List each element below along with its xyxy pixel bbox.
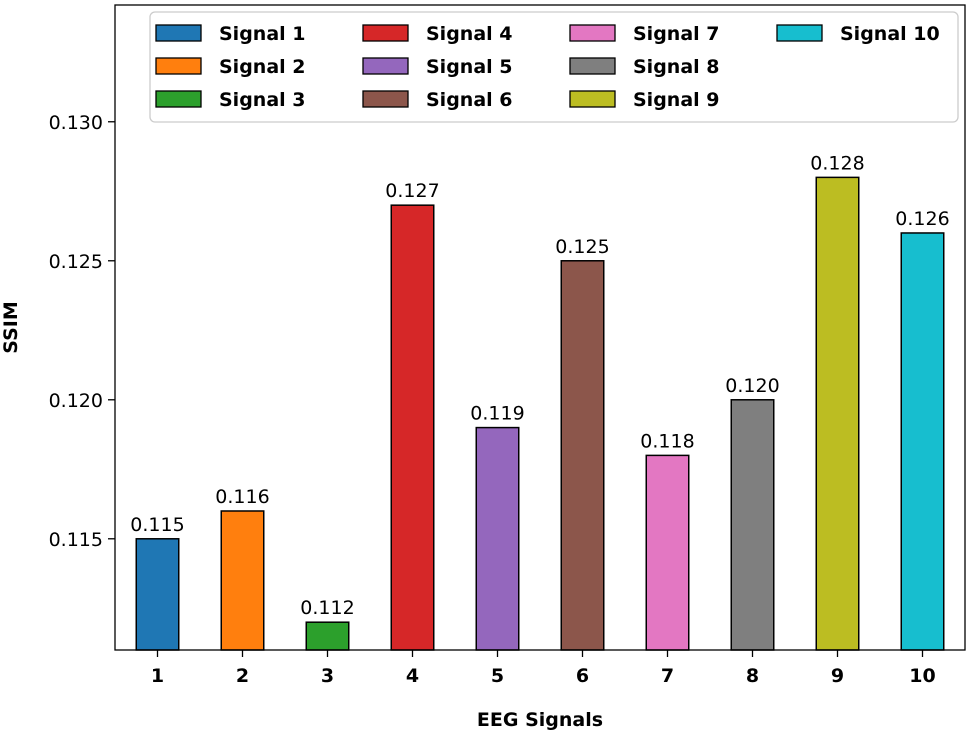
x-tick-label: 5 [491,665,504,687]
x-tick-label: 8 [746,665,759,687]
legend-box [149,11,959,123]
y-tick-label: 0.130 [49,112,103,134]
bar-signal-2 [220,510,265,651]
data-label-signal-2: 0.116 [215,486,269,508]
bar-signal-7 [645,454,690,651]
x-tick-label: 1 [151,665,164,687]
legend-swatch-signal-9 [569,90,616,108]
bar-signal-10 [900,232,945,651]
x-tick-label: 9 [831,665,844,687]
y-axis-label: SSIM [0,301,22,354]
bar-signal-1 [135,538,180,651]
y-tick-label: 0.125 [49,251,103,273]
legend-label-signal-8: Signal 8 [633,56,720,78]
x-tick-label: 2 [236,665,249,687]
legend-label-signal-1: Signal 1 [219,23,306,45]
legend-swatch-signal-10 [776,24,823,42]
data-label-signal-5: 0.119 [470,403,524,425]
bar-signal-3 [305,621,350,651]
legend-swatch-signal-1 [155,24,202,42]
y-axis: 0.115 0.120 0.125 0.130 [49,112,115,551]
data-labels-group: 0.115 0.116 0.112 0.127 0.119 0.125 0.118 0.120… [130,152,949,619]
bar-signal-6 [560,260,605,651]
legend-label-signal-10: Signal 10 [840,23,940,45]
data-label-signal-1: 0.115 [130,514,184,536]
data-label-signal-4: 0.127 [385,180,439,202]
legend-label-signal-3: Signal 3 [219,89,306,111]
data-label-signal-9: 0.128 [810,152,864,174]
y-tick-label: 0.115 [49,529,103,551]
x-tick-label: 10 [909,665,935,687]
legend: Signal 1 Signal 2 Signal 3 Signal 4 Signal 5… [149,11,959,123]
data-label-signal-10: 0.126 [895,208,949,230]
bars-group [135,176,945,651]
data-label-signal-6: 0.125 [555,236,609,258]
x-tick-label: 6 [576,665,589,687]
legend-label-signal-7: Signal 7 [633,23,720,45]
legend-swatch-signal-8 [569,57,616,75]
x-tick-label: 3 [321,665,334,687]
legend-label-signal-9: Signal 9 [633,89,720,111]
legend-label-signal-5: Signal 5 [426,56,513,78]
x-tick-label: 7 [661,665,674,687]
bar-signal-9 [815,176,860,651]
plot-frame [114,4,966,651]
legend-label-signal-4: Signal 4 [426,23,513,45]
legend-label-signal-2: Signal 2 [219,56,306,78]
legend-swatch-signal-3 [155,90,202,108]
legend-swatch-signal-6 [362,90,409,108]
legend-swatch-signal-4 [362,24,409,42]
x-axis: 1 2 3 4 5 6 7 8 9 10 [151,650,936,687]
legend-swatch-signal-7 [569,24,616,42]
legend-label-signal-6: Signal 6 [426,89,513,111]
x-tick-label: 4 [406,665,419,687]
bar-signal-8 [730,399,775,651]
x-axis-label: EEG Signals [477,709,603,731]
data-label-signal-3: 0.112 [300,597,354,619]
y-tick-label: 0.120 [49,390,103,412]
legend-swatch-signal-2 [155,57,202,75]
bar-signal-5 [475,426,520,651]
data-label-signal-7: 0.118 [640,430,694,452]
data-label-signal-8: 0.120 [725,375,779,397]
legend-swatch-signal-5 [362,57,409,75]
bar-signal-4 [390,204,435,651]
